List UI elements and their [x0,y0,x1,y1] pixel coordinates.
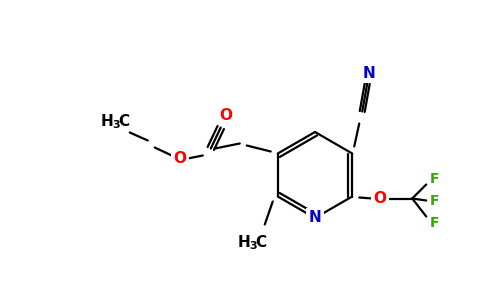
Text: O: O [219,108,232,123]
Text: F: F [429,172,439,185]
Text: 3: 3 [112,121,120,130]
Text: C: C [118,114,129,129]
Text: N: N [363,66,376,81]
Text: O: O [173,151,186,166]
Text: H: H [237,235,250,250]
Text: F: F [429,215,439,230]
Text: 3: 3 [249,242,257,251]
Text: H: H [100,114,113,129]
Text: O: O [374,191,387,206]
Text: N: N [309,211,321,226]
Text: C: C [255,235,266,250]
Text: F: F [429,194,439,208]
